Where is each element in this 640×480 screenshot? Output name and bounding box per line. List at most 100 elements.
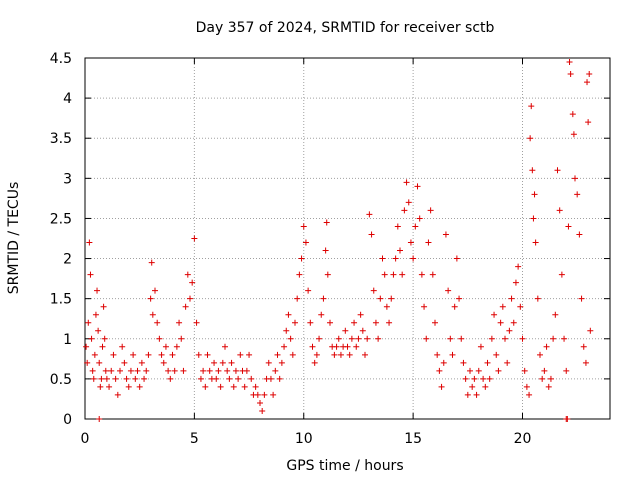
data-point — [357, 311, 364, 318]
data-point — [123, 375, 130, 382]
data-point — [512, 279, 519, 286]
plot-frame — [84, 57, 611, 420]
data-point — [434, 351, 441, 358]
data-point — [100, 303, 107, 310]
y-tick-label: 4.5 — [50, 51, 72, 67]
data-point — [305, 287, 312, 294]
data-point — [370, 287, 377, 294]
data-point — [377, 295, 384, 302]
data-point — [195, 351, 202, 358]
data-point — [405, 199, 412, 206]
data-point — [320, 295, 327, 302]
data-point — [287, 335, 294, 342]
data-point — [574, 191, 581, 198]
data-point — [215, 367, 222, 374]
data-point — [473, 391, 480, 398]
data-point — [132, 375, 139, 382]
data-point — [147, 295, 154, 302]
data-point — [246, 351, 253, 358]
data-point — [390, 271, 397, 278]
data-point — [154, 319, 161, 326]
data-point — [119, 343, 126, 350]
data-point — [222, 343, 228, 350]
data-point — [322, 247, 329, 254]
data-point — [202, 383, 209, 390]
data-point — [91, 351, 98, 358]
data-point — [89, 367, 96, 374]
data-point — [213, 375, 220, 382]
y-tick-label: 4 — [63, 91, 72, 107]
data-point — [96, 416, 103, 422]
data-point — [449, 351, 456, 358]
data-point — [87, 271, 94, 278]
data-point — [173, 343, 180, 350]
data-point — [261, 391, 268, 398]
x-axis-label: GPS time / hours — [286, 458, 403, 474]
data-point — [138, 359, 145, 366]
data-point — [576, 231, 583, 238]
x-tick-label: 0 — [81, 431, 90, 447]
data-point — [117, 367, 123, 374]
data-point — [545, 383, 552, 390]
data-point — [149, 311, 156, 318]
data-point — [445, 287, 452, 294]
data-point — [230, 383, 237, 390]
data-point — [125, 383, 132, 390]
data-point — [460, 359, 467, 366]
data-point — [383, 303, 390, 310]
data-point — [453, 255, 460, 262]
data-point — [84, 359, 91, 366]
data-point — [569, 111, 576, 118]
data-point — [95, 327, 102, 334]
data-point — [432, 319, 438, 326]
y-tick-label: 3 — [63, 171, 72, 187]
data-point — [508, 295, 515, 302]
data-point — [541, 367, 548, 374]
data-point — [101, 335, 108, 342]
data-point — [327, 319, 333, 326]
data-point — [333, 343, 340, 350]
data-point — [517, 303, 524, 310]
data-point — [309, 343, 316, 350]
data-point — [85, 319, 92, 326]
data-point — [532, 239, 539, 246]
data-point — [324, 271, 331, 278]
data-point — [355, 335, 362, 342]
data-point — [182, 303, 189, 310]
data-point — [136, 383, 143, 390]
data-point — [493, 351, 500, 358]
data-point — [399, 271, 406, 278]
data-point — [232, 367, 239, 374]
data-point — [484, 359, 491, 366]
data-point — [252, 383, 259, 390]
data-point — [285, 311, 292, 318]
data-point — [440, 359, 447, 366]
data-point — [197, 375, 204, 382]
data-point — [254, 391, 261, 398]
data-point — [193, 319, 200, 326]
data-point — [348, 335, 355, 342]
data-point — [311, 359, 318, 366]
data-point — [200, 367, 207, 374]
data-point — [480, 375, 487, 382]
data-point — [451, 303, 458, 310]
data-point — [169, 351, 176, 358]
data-point — [167, 375, 174, 382]
data-point — [550, 335, 557, 342]
data-point — [206, 367, 213, 374]
data-point — [552, 311, 559, 318]
data-point — [556, 207, 563, 214]
data-point — [96, 359, 103, 366]
data-point — [421, 303, 428, 310]
data-point — [438, 383, 445, 390]
data-point — [274, 351, 281, 358]
data-point — [394, 223, 401, 230]
data-point — [228, 359, 235, 366]
data-point — [102, 367, 109, 374]
data-point — [211, 359, 218, 366]
data-point — [148, 259, 155, 266]
data-point — [412, 223, 419, 230]
data-point — [458, 335, 465, 342]
data-point — [152, 287, 158, 294]
data-point — [191, 235, 198, 242]
